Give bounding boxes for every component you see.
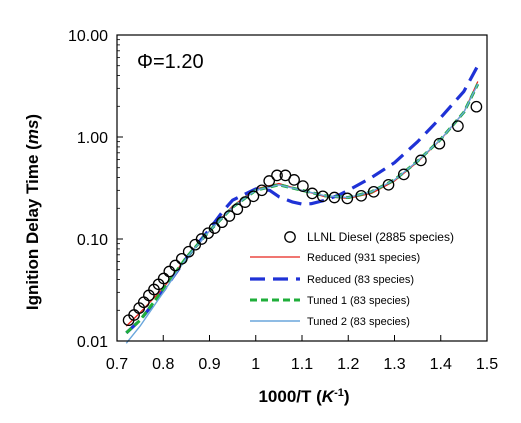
y-axis-title-text: Ignition Delay Time (ms): [23, 114, 42, 310]
x-axis-unit-exponent: -1: [334, 387, 344, 399]
data-point: [175, 252, 188, 265]
data-point: [306, 187, 319, 200]
data-point: [247, 190, 260, 203]
data-point: [470, 100, 483, 113]
data-point: [341, 192, 354, 205]
x-axis-title: 1000/T (K-1): [258, 387, 349, 406]
data-point: [367, 185, 380, 198]
data-point: [208, 222, 221, 234]
legend-label-llnl-diesel-2885-species: LLNL Diesel (2885 species): [307, 230, 454, 244]
x-axis-unit: K: [322, 387, 336, 406]
data-point: [415, 154, 427, 167]
x-tick-label: 0.8: [152, 356, 174, 373]
data-point: [452, 120, 464, 132]
series-line-tuned-1-83-species: [125, 83, 480, 335]
data-point: [263, 175, 276, 187]
legend-marker-llnl-diesel-2885-species: [284, 231, 296, 243]
x-tick-label: 0.7: [106, 356, 128, 373]
data-point: [433, 137, 446, 150]
x-tick-label: 1.2: [337, 356, 359, 373]
phi-annotation: Φ=1.20: [137, 51, 204, 73]
axis-ticks: 0.7 0.8 0.9 1 1.1 1.2 1.3 1.4 1.5 0.01 0.10 1.00 10.…: [68, 28, 498, 373]
data-point: [297, 180, 309, 192]
data-point: [328, 191, 341, 204]
x-tick-label: 1.5: [476, 356, 498, 373]
data-point: [316, 190, 329, 203]
x-tick-label: 1.4: [430, 356, 452, 373]
legend-label-tuned-1-83-species: Tuned 1 (83 species): [307, 295, 410, 307]
y-tick-label: 0.10: [77, 232, 108, 249]
data-point: [382, 178, 395, 191]
data-point: [239, 196, 251, 208]
data-point: [216, 216, 228, 229]
legend-label-tuned-2-83-species: Tuned 2 (83 species): [307, 316, 410, 328]
legend-label-reduced-83-species: Reduced (83 species): [307, 274, 414, 286]
legend-label-reduced-931-species: Reduced (931 species): [307, 252, 420, 264]
series-line-reduced-83-species: [125, 64, 480, 335]
x-tick-label: 1.1: [291, 356, 313, 373]
data-point: [163, 265, 176, 278]
x-tick-label: 0.9: [198, 356, 220, 373]
data-point: [255, 184, 268, 197]
data-point: [271, 169, 283, 182]
data-point: [169, 259, 182, 272]
y-axis-unit: ms: [23, 120, 42, 145]
y-tick-label: 10.00: [68, 28, 108, 45]
data-point: [195, 233, 208, 245]
series-line-reduced-931-species: [125, 81, 479, 327]
data-point: [397, 168, 410, 181]
data-point: [182, 245, 195, 258]
x-tick-label: 1.3: [383, 356, 405, 373]
x-axis-title-text: 1000/T (K-1): [258, 387, 349, 406]
data-point: [157, 272, 170, 285]
data-point: [355, 189, 368, 202]
y-axis-title: Ignition Delay Time (ms): [23, 114, 42, 310]
data-point: [231, 203, 244, 216]
plot-frame: [116, 34, 488, 342]
series-line-tuned-2-83-species: [125, 83, 479, 344]
legend: LLNL Diesel (2885 species) Reduced (931 s…: [250, 230, 454, 328]
y-tick-label: 0.01: [77, 334, 108, 351]
data-point: [288, 174, 300, 186]
plot-marks: [122, 64, 483, 344]
data-point: [223, 210, 236, 222]
x-tick-label: 1: [251, 356, 260, 373]
y-tick-label: 1.00: [77, 130, 108, 147]
